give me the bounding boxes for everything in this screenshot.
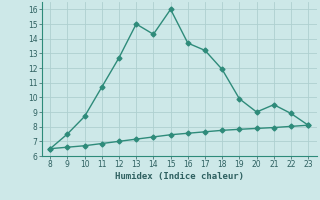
X-axis label: Humidex (Indice chaleur): Humidex (Indice chaleur) [115,172,244,181]
